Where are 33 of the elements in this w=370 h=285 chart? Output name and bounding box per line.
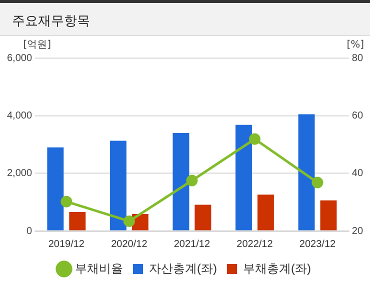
bar: [320, 200, 337, 230]
point: [186, 174, 198, 186]
x-tick-label: 2021/12: [174, 238, 210, 250]
bar: [172, 132, 190, 230]
bar: [47, 147, 64, 230]
x-tick-label: 2020/12: [111, 238, 148, 250]
y-tick-label: 0: [26, 226, 32, 237]
legend-label: 부채총계(좌): [243, 261, 311, 276]
x-tick-label: 2023/12: [299, 238, 336, 250]
x-tick-label: 2022/12: [236, 238, 274, 250]
point: [60, 196, 72, 208]
bar: [110, 140, 126, 230]
point: [123, 215, 135, 227]
point: [312, 176, 324, 188]
point: [248, 133, 260, 145]
bar: [298, 114, 315, 230]
legend-label: 부채비율: [75, 261, 124, 276]
bar: [194, 204, 212, 230]
y2-tick-label: 60: [352, 110, 364, 122]
y-axis-title: [억원]: [23, 40, 52, 51]
bar: [69, 212, 86, 230]
y2-axis-title: [%]: [346, 40, 364, 51]
bar: [236, 124, 252, 230]
legend-label: 자산총계(좌): [149, 261, 218, 276]
y2-tick-label: 40: [352, 168, 364, 180]
y2-tick-label: 20: [352, 226, 364, 237]
bar: [257, 194, 274, 230]
y2-tick-label: 80: [352, 52, 364, 64]
y-tick-label: 2,000: [6, 168, 32, 180]
y-tick-label: 6,000: [6, 52, 32, 64]
chart-title: 주요재무항목: [0, 0, 370, 36]
y-tick-label: 4,000: [6, 110, 32, 122]
x-tick-label: 2019/12: [48, 238, 85, 250]
